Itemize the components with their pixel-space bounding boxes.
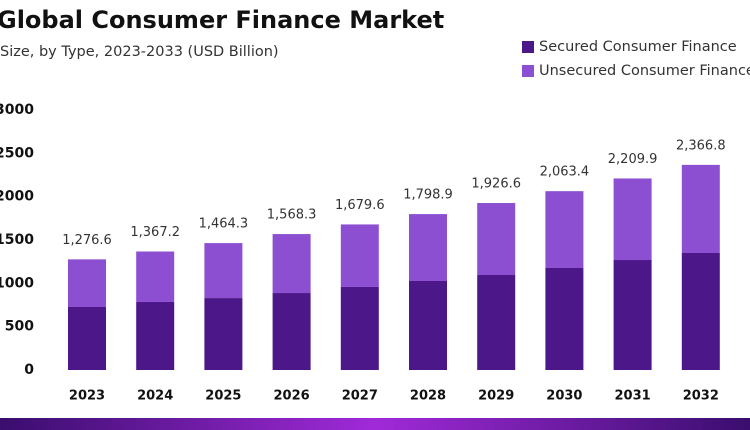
bar-segment	[477, 203, 516, 276]
x-tick-label: 2031	[615, 389, 651, 404]
bar-segment	[136, 251, 175, 302]
x-tick-label: 2030	[546, 389, 582, 404]
bar-segment	[340, 286, 379, 370]
y-tick-label: 2500	[0, 145, 34, 161]
bar-segment	[136, 301, 175, 370]
total-label: 1,276.6	[62, 233, 112, 248]
bar-segment	[204, 298, 243, 370]
bar-segment	[272, 234, 311, 294]
legend: Secured Consumer Finance Unsecured Consum…	[522, 39, 750, 79]
legend-swatch	[522, 65, 534, 77]
bar-segment	[409, 214, 447, 281]
total-label: 2,209.9	[608, 152, 658, 167]
bar-segment	[68, 306, 106, 370]
bar-segment	[613, 260, 652, 370]
legend-label: Unsecured Consumer Finance	[539, 63, 750, 79]
legend-swatch	[522, 41, 534, 53]
x-tick-label: 2023	[69, 389, 105, 404]
bar-segment	[613, 178, 652, 261]
total-label: 1,367.2	[130, 225, 180, 240]
bar-segment	[340, 224, 379, 287]
y-tick-label: 0	[24, 362, 34, 378]
total-label: 1,568.3	[267, 208, 317, 223]
chart-subtitle: Size, by Type, 2023-2033 (USD Billion)	[0, 44, 279, 60]
bar-segment	[545, 267, 584, 370]
total-label: 1,464.3	[199, 217, 249, 232]
bar-segment	[477, 275, 516, 370]
legend-label: Secured Consumer Finance	[539, 39, 737, 55]
x-tick-label: 2028	[410, 389, 446, 404]
bar-segment	[409, 280, 447, 370]
total-label: 2,063.4	[540, 165, 590, 180]
footer-band	[0, 418, 750, 430]
bar-segment	[272, 293, 311, 370]
y-tick-label: 500	[5, 319, 34, 335]
bar-segment	[681, 164, 720, 253]
total-label: 1,798.9	[403, 188, 453, 203]
total-label: 1,926.6	[471, 177, 521, 192]
y-tick-label: 1000	[0, 275, 34, 291]
x-tick-label: 2024	[137, 389, 173, 404]
bar-segment	[545, 191, 584, 268]
bar-segment	[681, 253, 720, 370]
x-tick-label: 2025	[205, 389, 241, 404]
x-tick-label: 2032	[683, 389, 719, 404]
x-tick-label: 2029	[478, 389, 514, 404]
x-tick-label: 2027	[342, 389, 378, 404]
y-tick-label: 1500	[0, 232, 34, 248]
y-tick-label: 2000	[0, 189, 34, 205]
chart-title: Global Consumer Finance Market	[0, 6, 444, 34]
bar-segment	[68, 259, 106, 307]
y-tick-label: 3000	[0, 102, 34, 118]
bar-segment	[204, 243, 243, 299]
x-tick-label: 2026	[274, 389, 310, 404]
total-label: 2,366.8	[676, 138, 726, 153]
total-label: 1,679.6	[335, 198, 385, 213]
